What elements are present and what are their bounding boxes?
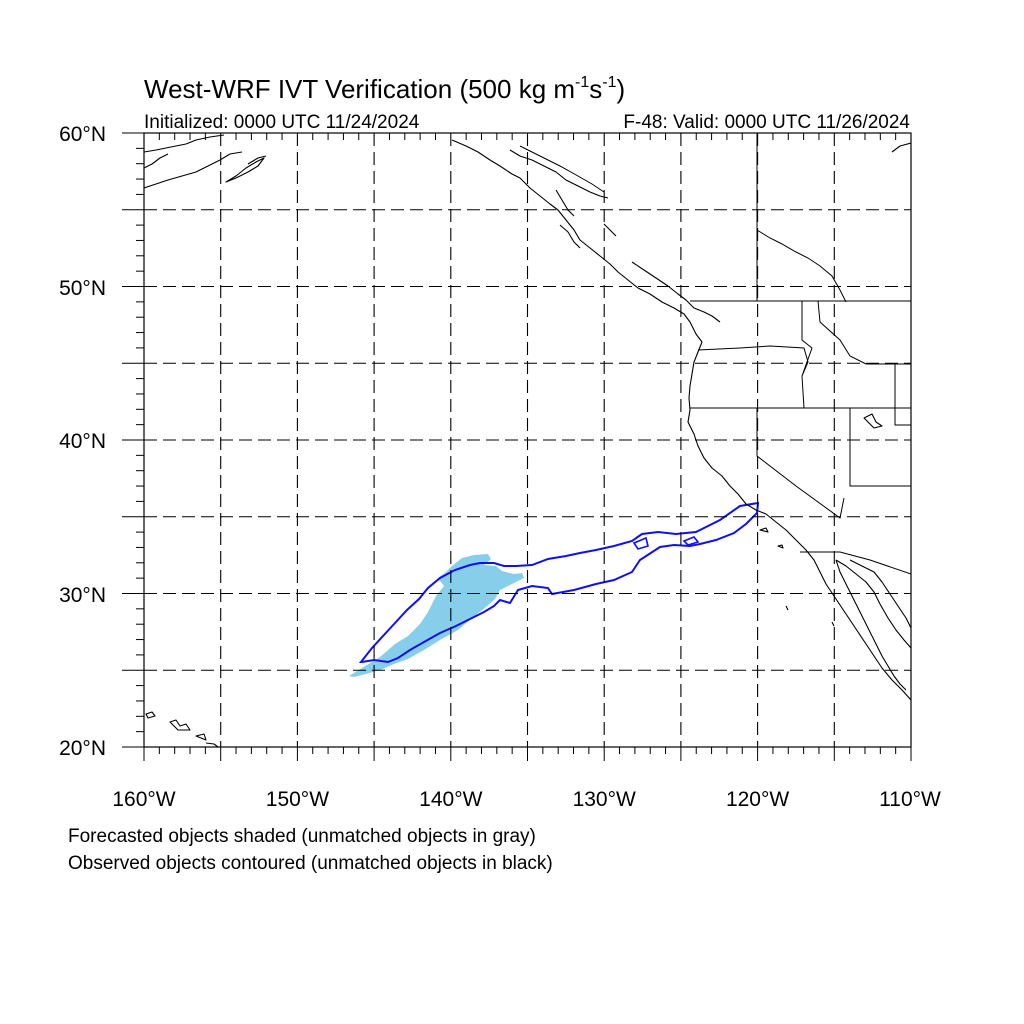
x-axis-labels: 160°W 150°W 140°W 130°W 120°W 110°W bbox=[112, 788, 941, 811]
coastline-us-west bbox=[687, 341, 911, 701]
x-tick-label: 130°W bbox=[573, 788, 636, 811]
y-tick-label: 50°N bbox=[59, 277, 106, 300]
y-tick-label: 20°N bbox=[59, 737, 106, 760]
x-tick-label: 140°W bbox=[419, 788, 482, 811]
y-tick-label: 40°N bbox=[59, 430, 106, 453]
observed-object bbox=[358, 501, 760, 664]
x-tick-label: 160°W bbox=[112, 788, 175, 811]
border-bc-alberta bbox=[756, 229, 847, 303]
tick-marks bbox=[122, 132, 912, 761]
y-tick-label: 60°N bbox=[59, 123, 106, 146]
coastline-channel-islands bbox=[759, 527, 835, 627]
coastline-hudson-edge bbox=[891, 142, 911, 153]
graticule bbox=[144, 133, 911, 747]
coastline-bc-detail bbox=[509, 149, 721, 323]
map-title: West-WRF IVT Verification (500 kg m-1s-1… bbox=[144, 74, 625, 104]
x-tick-label: 150°W bbox=[266, 788, 329, 811]
y-tick-label: 30°N bbox=[59, 584, 106, 607]
x-tick-label: 110°W bbox=[879, 788, 941, 811]
y-axis-labels: 60°N 50°N 40°N 30°N 20°N bbox=[59, 123, 106, 760]
coastline-baja bbox=[835, 559, 911, 691]
border-us-canada bbox=[690, 133, 911, 302]
coastline-alaska-canada bbox=[451, 139, 703, 343]
initialized-label: Initialized: 0000 UTC 11/24/2024 bbox=[144, 112, 420, 133]
border-alaska-canada bbox=[519, 145, 605, 193]
coastline-great-salt-lake bbox=[863, 413, 883, 429]
coastline-alaska-islands bbox=[225, 155, 267, 183]
valid-label: F-48: Valid: 0000 UTC 11/26/2024 bbox=[623, 112, 910, 133]
coastline-hawaii bbox=[145, 711, 219, 747]
border-us-states bbox=[690, 300, 911, 575]
observed-note: Observed objects contoured (unmatched ob… bbox=[68, 853, 553, 874]
forecast-object bbox=[349, 554, 524, 677]
forecast-note: Forecasted objects shaded (unmatched obj… bbox=[68, 826, 536, 847]
coastline-alaska-west bbox=[144, 134, 243, 189]
x-tick-label: 120°W bbox=[726, 788, 789, 811]
coastline-mexico-mainland bbox=[849, 559, 911, 629]
observed-object-inner-loop bbox=[632, 536, 700, 550]
